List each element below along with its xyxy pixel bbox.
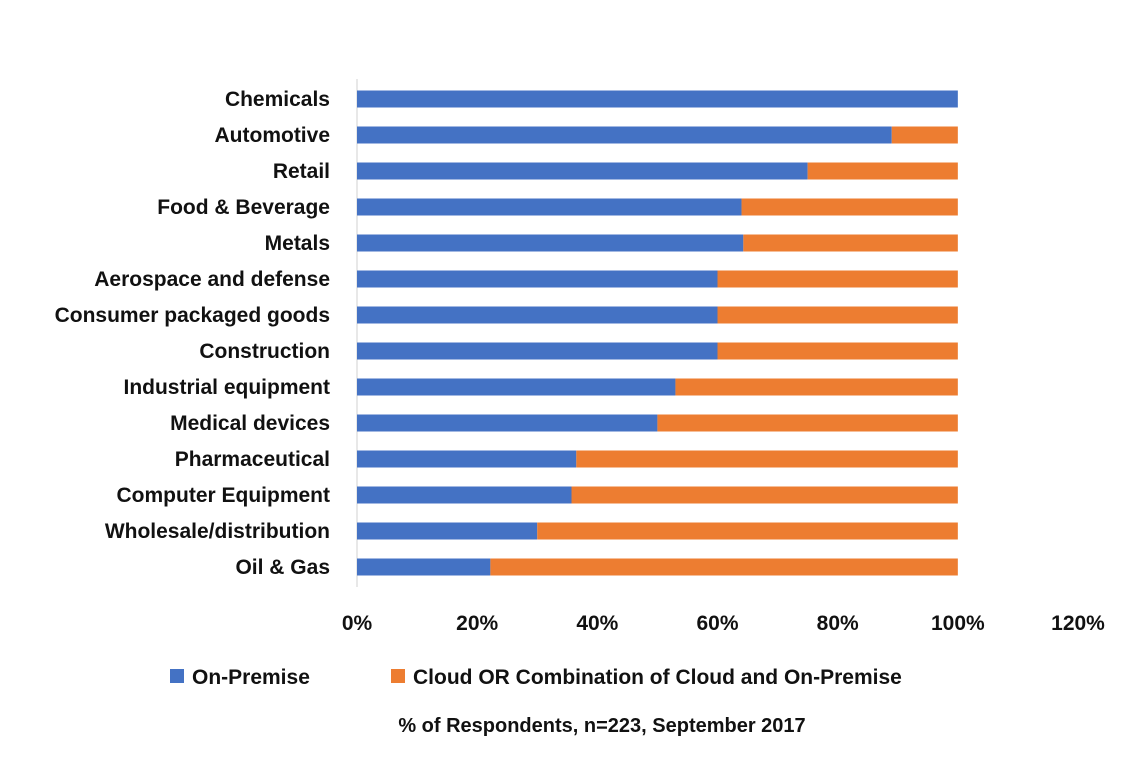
bar-cloud-1 [891, 126, 958, 144]
category-label: Computer Equipment [117, 484, 331, 507]
bar-on-premise-6 [357, 306, 718, 324]
bars-layer [357, 90, 958, 576]
bar-cloud-3 [741, 198, 958, 216]
category-label: Oil & Gas [235, 556, 330, 579]
bar-on-premise-0 [357, 90, 958, 108]
bar-cloud-4 [743, 234, 958, 252]
category-label: Industrial equipment [123, 376, 330, 399]
bar-on-premise-12 [357, 522, 538, 540]
category-label: Aerospace and defense [94, 268, 330, 291]
x-tick-label: 0% [342, 612, 373, 635]
bar-on-premise-7 [357, 342, 718, 360]
legend-label-cloud: Cloud OR Combination of Cloud and On-Pre… [413, 666, 902, 689]
legend-swatch-on-premise [170, 669, 184, 683]
legend-swatch-cloud [391, 669, 405, 683]
bar-cloud-10 [576, 450, 958, 468]
bar-on-premise-10 [357, 450, 577, 468]
category-label: Retail [273, 160, 330, 183]
x-tick-label: 40% [576, 612, 618, 635]
bar-cloud-13 [490, 558, 958, 576]
x-tick-label: 20% [456, 612, 498, 635]
bar-on-premise-5 [357, 270, 718, 288]
category-label: Metals [265, 232, 330, 255]
bar-on-premise-2 [357, 162, 808, 180]
bar-cloud-9 [657, 414, 958, 432]
bar-cloud-11 [571, 486, 958, 504]
bar-cloud-8 [675, 378, 958, 396]
x-tick-label: 80% [817, 612, 859, 635]
bar-cloud-7 [717, 342, 958, 360]
x-tick-label: 60% [696, 612, 738, 635]
x-tick-label: 120% [1051, 612, 1105, 635]
bar-on-premise-1 [357, 126, 892, 144]
bar-cloud-12 [537, 522, 958, 540]
x-axis-label: % of Respondents, n=223, September 2017 [398, 715, 805, 737]
category-label: Wholesale/distribution [105, 520, 330, 543]
x-tick-label: 100% [931, 612, 985, 635]
bar-on-premise-4 [357, 234, 744, 252]
legend: On-Premise Cloud OR Combination of Cloud… [170, 666, 902, 689]
bar-on-premise-9 [357, 414, 658, 432]
bar-cloud-2 [807, 162, 958, 180]
category-label: Construction [199, 340, 330, 363]
bar-on-premise-13 [357, 558, 491, 576]
category-label: Consumer packaged goods [55, 304, 330, 327]
category-label: Medical devices [170, 412, 330, 435]
bar-on-premise-11 [357, 486, 572, 504]
bar-on-premise-8 [357, 378, 676, 396]
category-label: Food & Beverage [157, 196, 330, 219]
legend-label-on-premise: On-Premise [192, 666, 310, 689]
category-labels: Chemicals Automotive Retail Food & Beverage… [55, 88, 330, 579]
x-tick-labels: 0% 20% 40% 60% 80% 100% 120% [342, 612, 1105, 635]
bar-on-premise-3 [357, 198, 742, 216]
category-label: Pharmaceutical [175, 448, 330, 471]
category-label: Chemicals [225, 88, 330, 111]
bar-cloud-5 [717, 270, 958, 288]
category-label: Automotive [215, 124, 331, 147]
bar-cloud-6 [717, 306, 958, 324]
